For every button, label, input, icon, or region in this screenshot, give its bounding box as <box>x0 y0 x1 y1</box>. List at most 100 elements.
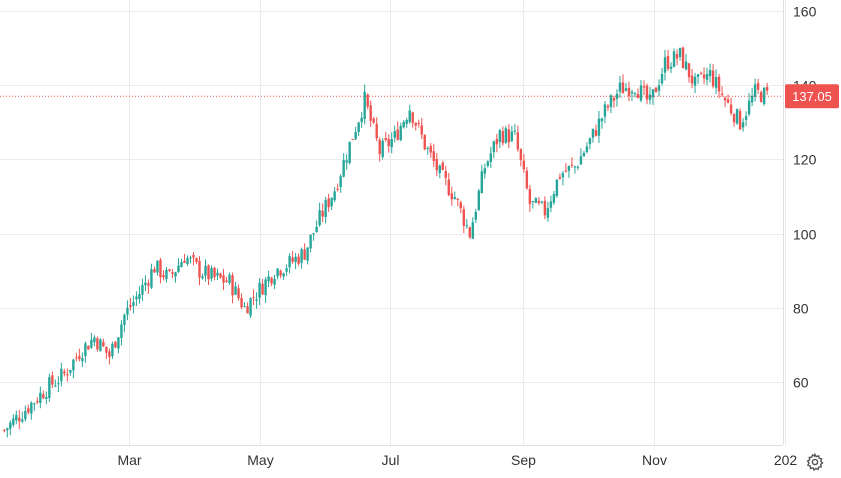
candle-body <box>402 121 405 128</box>
y-tick-label: 80 <box>793 301 809 317</box>
candle <box>705 67 709 86</box>
candle <box>564 163 568 173</box>
candle <box>573 165 577 174</box>
candle <box>549 195 553 213</box>
candle <box>375 117 378 142</box>
candle-body <box>585 146 589 152</box>
candle-body <box>63 371 66 374</box>
candle <box>9 420 12 436</box>
candle <box>615 89 619 107</box>
candle <box>441 160 444 171</box>
candle-body <box>543 200 547 216</box>
candle-body <box>336 188 339 190</box>
candle <box>228 272 231 285</box>
candle <box>429 143 432 158</box>
candle-body <box>159 259 162 278</box>
candle <box>219 272 222 279</box>
settings-button[interactable] <box>805 452 825 472</box>
candle <box>678 47 682 61</box>
candle-body <box>657 85 661 91</box>
candle <box>423 134 426 151</box>
candle-body <box>189 257 192 259</box>
candle-body <box>222 275 225 283</box>
candle-body <box>444 171 447 178</box>
candle-body <box>765 86 769 91</box>
candle-body <box>414 122 417 126</box>
candle-body <box>357 122 360 133</box>
candle-body <box>339 176 342 187</box>
candle-body <box>234 286 237 295</box>
candle-body <box>162 275 165 278</box>
candle <box>522 153 526 173</box>
candle-body <box>681 47 685 68</box>
y-tick-label: 60 <box>793 375 809 391</box>
candle-body <box>702 74 706 79</box>
candle-body <box>348 141 351 164</box>
candle <box>162 270 165 281</box>
candle-body <box>645 85 649 100</box>
candle-body <box>273 278 276 285</box>
candle-body <box>573 166 577 168</box>
candle-body <box>9 422 12 429</box>
candle-body <box>246 306 249 314</box>
candle <box>189 255 192 264</box>
candle <box>132 295 135 314</box>
candle <box>459 200 462 214</box>
candle-body <box>510 131 514 142</box>
time-axis[interactable]: Mar May Jul Sep Nov 202 <box>117 452 797 468</box>
candle-body <box>84 343 87 357</box>
price-axis[interactable]: 6080100120140160 <box>793 4 817 391</box>
candle-body <box>111 343 114 357</box>
candle <box>660 67 664 86</box>
candle <box>261 278 264 295</box>
candle <box>159 257 162 284</box>
last-price-label: 137.05 <box>792 89 832 104</box>
candle <box>303 243 306 261</box>
candle <box>204 259 207 282</box>
candle-body <box>345 160 348 163</box>
candle-body <box>582 152 586 157</box>
candle <box>12 414 15 427</box>
candle-body <box>291 257 294 262</box>
candle-body <box>252 297 255 299</box>
candle <box>729 97 733 116</box>
candle <box>591 128 595 143</box>
candle <box>453 191 456 200</box>
candle <box>105 346 108 359</box>
candle <box>531 200 535 209</box>
candle-body <box>180 262 183 268</box>
candle <box>369 100 372 128</box>
candle <box>201 273 204 280</box>
candle-body <box>528 188 532 205</box>
candle <box>621 74 625 94</box>
candle-body <box>309 234 312 249</box>
candle-body <box>342 159 345 177</box>
candle <box>195 257 198 264</box>
candle <box>351 138 354 140</box>
candle-body <box>516 132 520 150</box>
candle <box>186 255 189 266</box>
candle <box>576 165 580 171</box>
candle <box>420 118 423 140</box>
candle <box>72 358 75 379</box>
candle-body <box>723 97 727 101</box>
candle <box>513 124 517 135</box>
candle-body <box>318 210 321 226</box>
candle <box>51 371 54 389</box>
candle-body <box>660 73 664 84</box>
candle <box>642 80 646 95</box>
candle <box>612 95 616 108</box>
candle-body <box>282 273 285 277</box>
candle <box>366 93 369 110</box>
candle <box>444 165 447 186</box>
candle-body <box>489 153 493 162</box>
candle-body <box>57 383 60 385</box>
candle-body <box>108 351 111 357</box>
candle-body <box>420 125 423 135</box>
candle <box>150 263 153 289</box>
candle-body <box>66 374 69 376</box>
candle <box>753 78 757 102</box>
x-tick-label: May <box>247 452 273 468</box>
